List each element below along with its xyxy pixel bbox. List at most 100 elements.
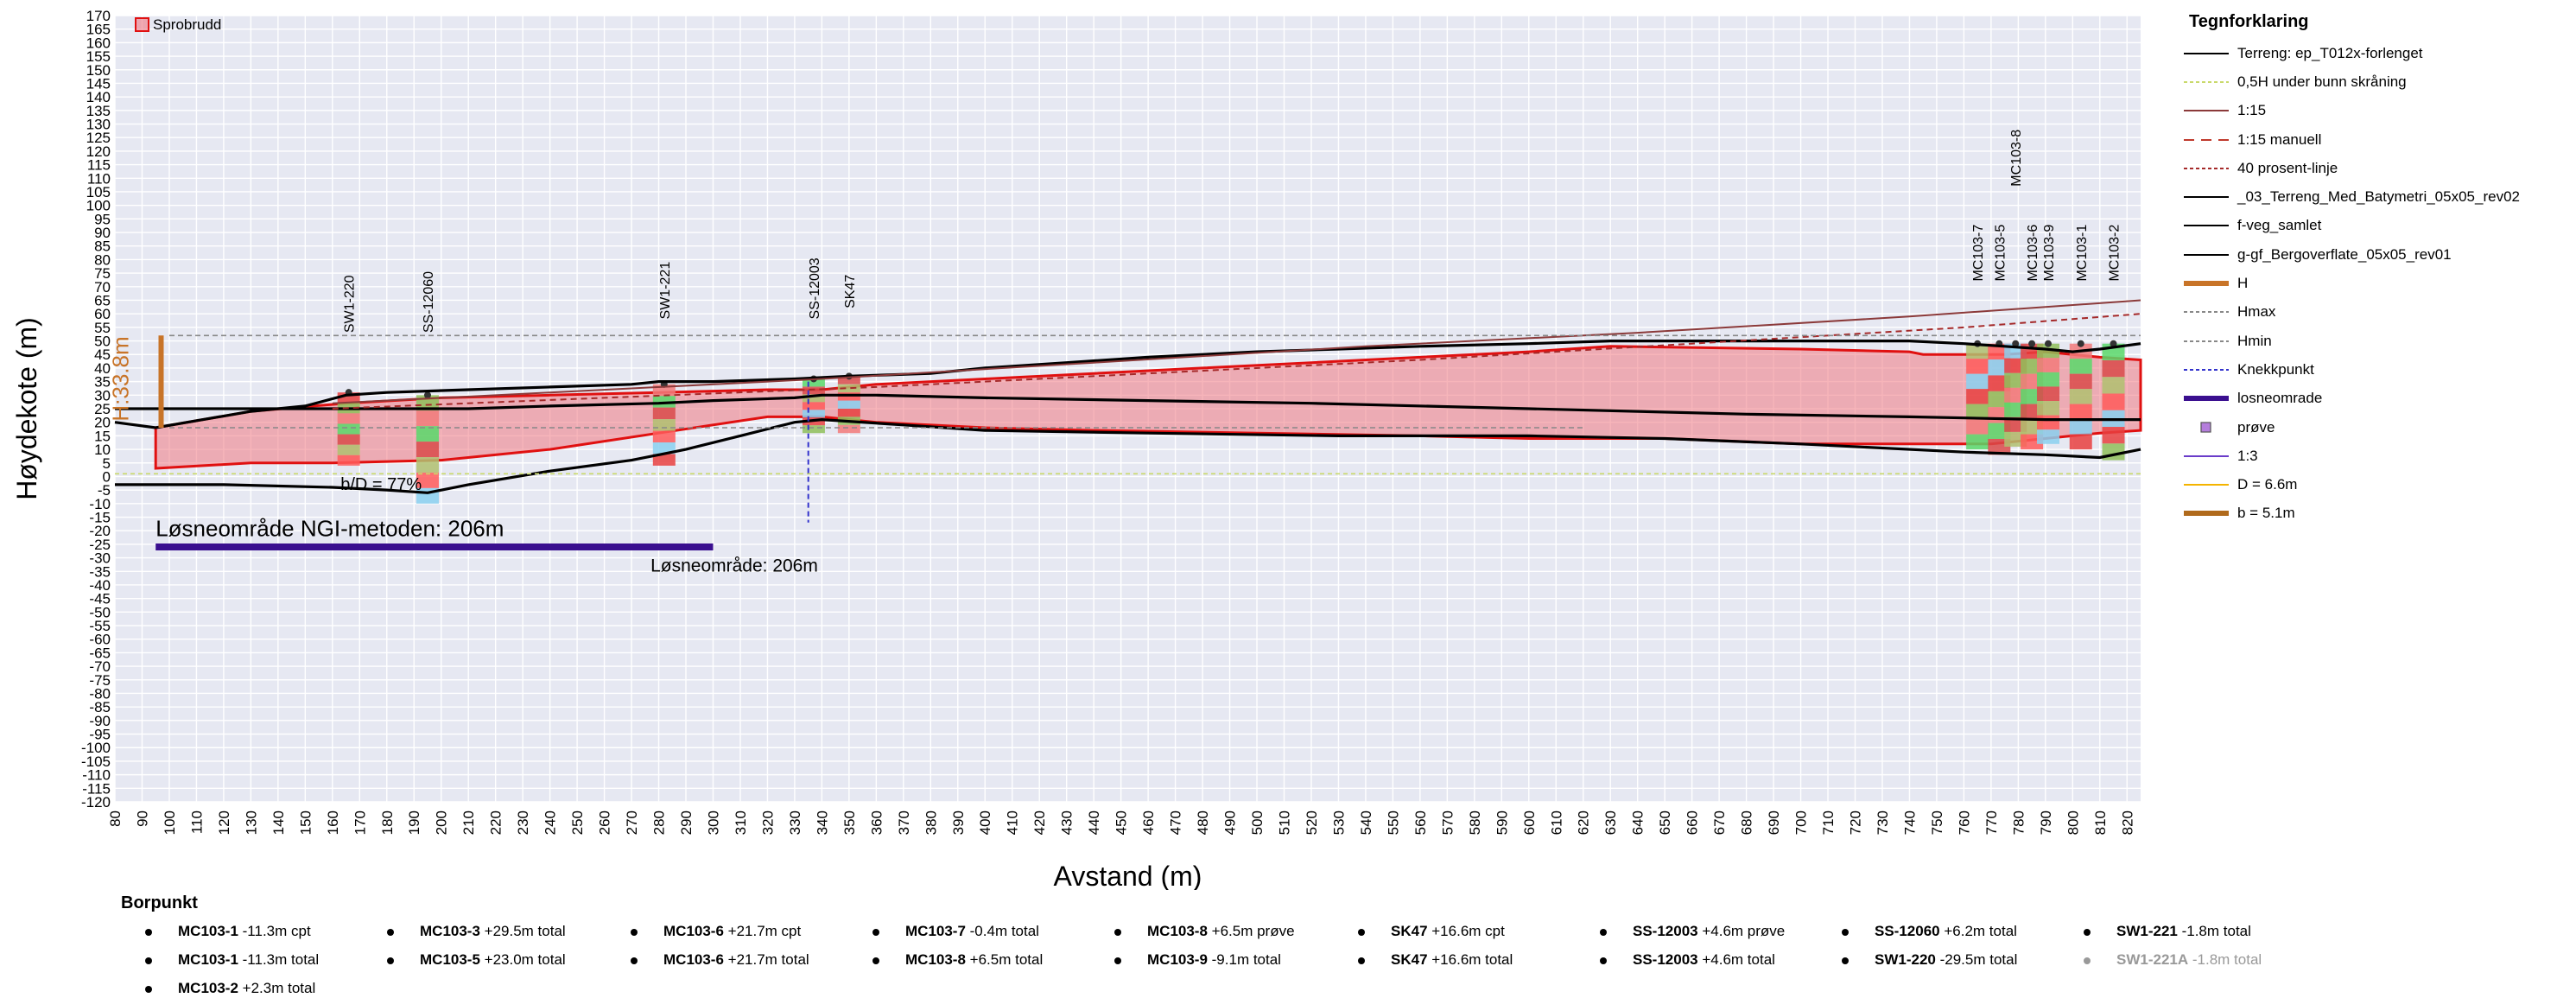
legend-item-label: 1:15 manuell <box>2237 130 2322 148</box>
legend-item-label: Hmax <box>2237 303 2276 321</box>
borpunkt-item: SS-12060 +6.2m total <box>1842 923 2017 940</box>
borpunkt-panel: Borpunkt MC103-1 -11.3m cpt MC103-1 -11.3… <box>0 890 2576 998</box>
y-tick-label: -5 <box>98 482 111 499</box>
borpunkt-name: MC103-9 <box>1147 951 1208 968</box>
borpunkt-value: -0.4m total <box>965 923 1039 939</box>
borpunkt-value: +16.6m total <box>1427 951 1513 968</box>
borehole-label: SK47 <box>843 275 858 308</box>
y-tick-label: -105 <box>81 753 111 770</box>
legend-symbol <box>2184 368 2229 371</box>
x-tick-label: 140 <box>270 810 287 835</box>
x-tick-label: 390 <box>950 810 967 835</box>
y-tick-label: -95 <box>89 727 111 743</box>
bullet-icon <box>872 957 879 964</box>
bullet-icon <box>387 957 394 964</box>
borehole-top-marker <box>423 391 431 399</box>
y-tick-label: 20 <box>94 415 111 431</box>
x-tick-label: 410 <box>1005 810 1021 835</box>
borehole-segment <box>837 409 860 417</box>
legend-symbol <box>2184 253 2229 256</box>
y-tick-label: -55 <box>89 618 111 634</box>
legend-item: losneomrade <box>2184 385 2564 413</box>
borehole-segment <box>416 426 439 442</box>
borehole-segment <box>416 410 439 427</box>
borehole-segment <box>837 424 860 434</box>
x-tick-label: 700 <box>1793 810 1810 835</box>
borpunkt-name: MC103-1 <box>178 951 238 968</box>
legend-symbol <box>2184 225 2229 227</box>
y-tick-label: -85 <box>89 699 111 715</box>
borehole-segment <box>416 472 439 488</box>
borpunkt-item: SS-12003 +4.6m total <box>1600 951 1775 969</box>
borehole-segment <box>337 455 360 466</box>
bullet-icon <box>387 928 394 936</box>
borehole-segment <box>802 425 825 434</box>
x-tick-label: 270 <box>624 810 640 835</box>
x-tick-label: 820 <box>2119 810 2135 835</box>
x-tick-label: 550 <box>1385 810 1401 835</box>
x-tick-label: 800 <box>2065 810 2081 835</box>
borpunkt-name: MC103-8 <box>1147 923 1208 939</box>
y-tick-label: 55 <box>94 320 111 336</box>
series-line-terrain <box>114 340 2141 429</box>
legend-item-label: 1:15 <box>2237 102 2267 119</box>
legend-item: g-gf_Bergoverflate_05x05_rev01 <box>2184 240 2564 269</box>
borpunkt-name: SK47 <box>1391 951 1428 968</box>
borehole-segment <box>2069 373 2092 390</box>
borpunkt-item: MC103-1 -11.3m cpt <box>145 923 311 940</box>
borehole-label: SW1-220 <box>343 275 358 333</box>
x-tick-label: 240 <box>542 810 559 835</box>
bullet-icon <box>145 928 152 936</box>
borehole-label: MC103-8 <box>2009 130 2024 187</box>
y-tick-label: -35 <box>89 563 111 580</box>
borehole-segment <box>802 378 825 387</box>
borehole-segment <box>2036 372 2059 387</box>
y-tick-label: -120 <box>81 794 111 810</box>
borehole-segment <box>2036 415 2059 430</box>
x-tick-label: 730 <box>1875 810 1891 835</box>
bullet-icon <box>1114 957 1121 964</box>
bullet-icon <box>145 957 152 964</box>
borpunkt-item: MC103-9 -9.1m total <box>1114 951 1281 969</box>
x-tick-label: 540 <box>1358 810 1374 835</box>
borehole-segment <box>2036 429 2059 444</box>
y-tick-label: 125 <box>86 130 111 146</box>
borehole-segment <box>337 434 360 445</box>
borpunkt-value: +6.5m prøve <box>1207 923 1295 939</box>
chart-annotation: H:33.8m <box>108 336 134 421</box>
borpunkt-value: -1.8m total <box>2177 923 2251 939</box>
legend-item-label: D = 6.6m <box>2237 476 2298 493</box>
x-tick-label: 120 <box>216 810 232 835</box>
x-tick-label: 560 <box>1412 810 1429 835</box>
y-tick-label: 60 <box>94 306 111 322</box>
borehole-segment <box>802 394 825 403</box>
series-line-bathy <box>115 393 2141 422</box>
borehole-segment <box>1966 419 1989 435</box>
borpunkt-item: MC103-5 +23.0m total <box>387 951 566 969</box>
borehole-segment <box>652 419 676 431</box>
borpunkt-value: -9.1m total <box>1207 951 1281 968</box>
y-tick-label: 115 <box>87 157 111 174</box>
legend-item-label: Hmin <box>2237 332 2272 349</box>
borehole-segment <box>2102 359 2125 378</box>
chart-annotation: b/D = 77% <box>340 475 422 494</box>
x-tick-label: 220 <box>488 810 504 835</box>
borehole-segment <box>802 402 825 410</box>
chart-annotation: Løsneområde NGI-metoden: 206m <box>155 515 504 541</box>
legend-item: Terreng: ep_T012x-forlenget <box>2184 39 2564 67</box>
y-tick-label: -25 <box>89 537 111 553</box>
borpunkt-value: -1.8m total <box>2188 951 2262 968</box>
x-tick-label: 450 <box>1114 810 1130 835</box>
legend-item: f-veg_samlet <box>2184 212 2564 240</box>
y-tick-label: 15 <box>94 428 111 444</box>
legend-item: Hmin <box>2184 327 2564 355</box>
y-tick-label: 70 <box>94 279 111 296</box>
y-tick-label: 165 <box>86 22 111 38</box>
borpunkt-value: +4.6m prøve <box>1697 923 1786 939</box>
y-tick-label: 25 <box>94 401 111 417</box>
borpunkt-name: SS-12003 <box>1633 951 1698 968</box>
borpunkt-name: SW1-220 <box>1875 951 1936 968</box>
legend-item-label: prøve <box>2237 418 2275 435</box>
borehole-top-marker <box>2012 340 2020 347</box>
borpunkt-item: MC103-3 +29.5m total <box>387 923 566 940</box>
